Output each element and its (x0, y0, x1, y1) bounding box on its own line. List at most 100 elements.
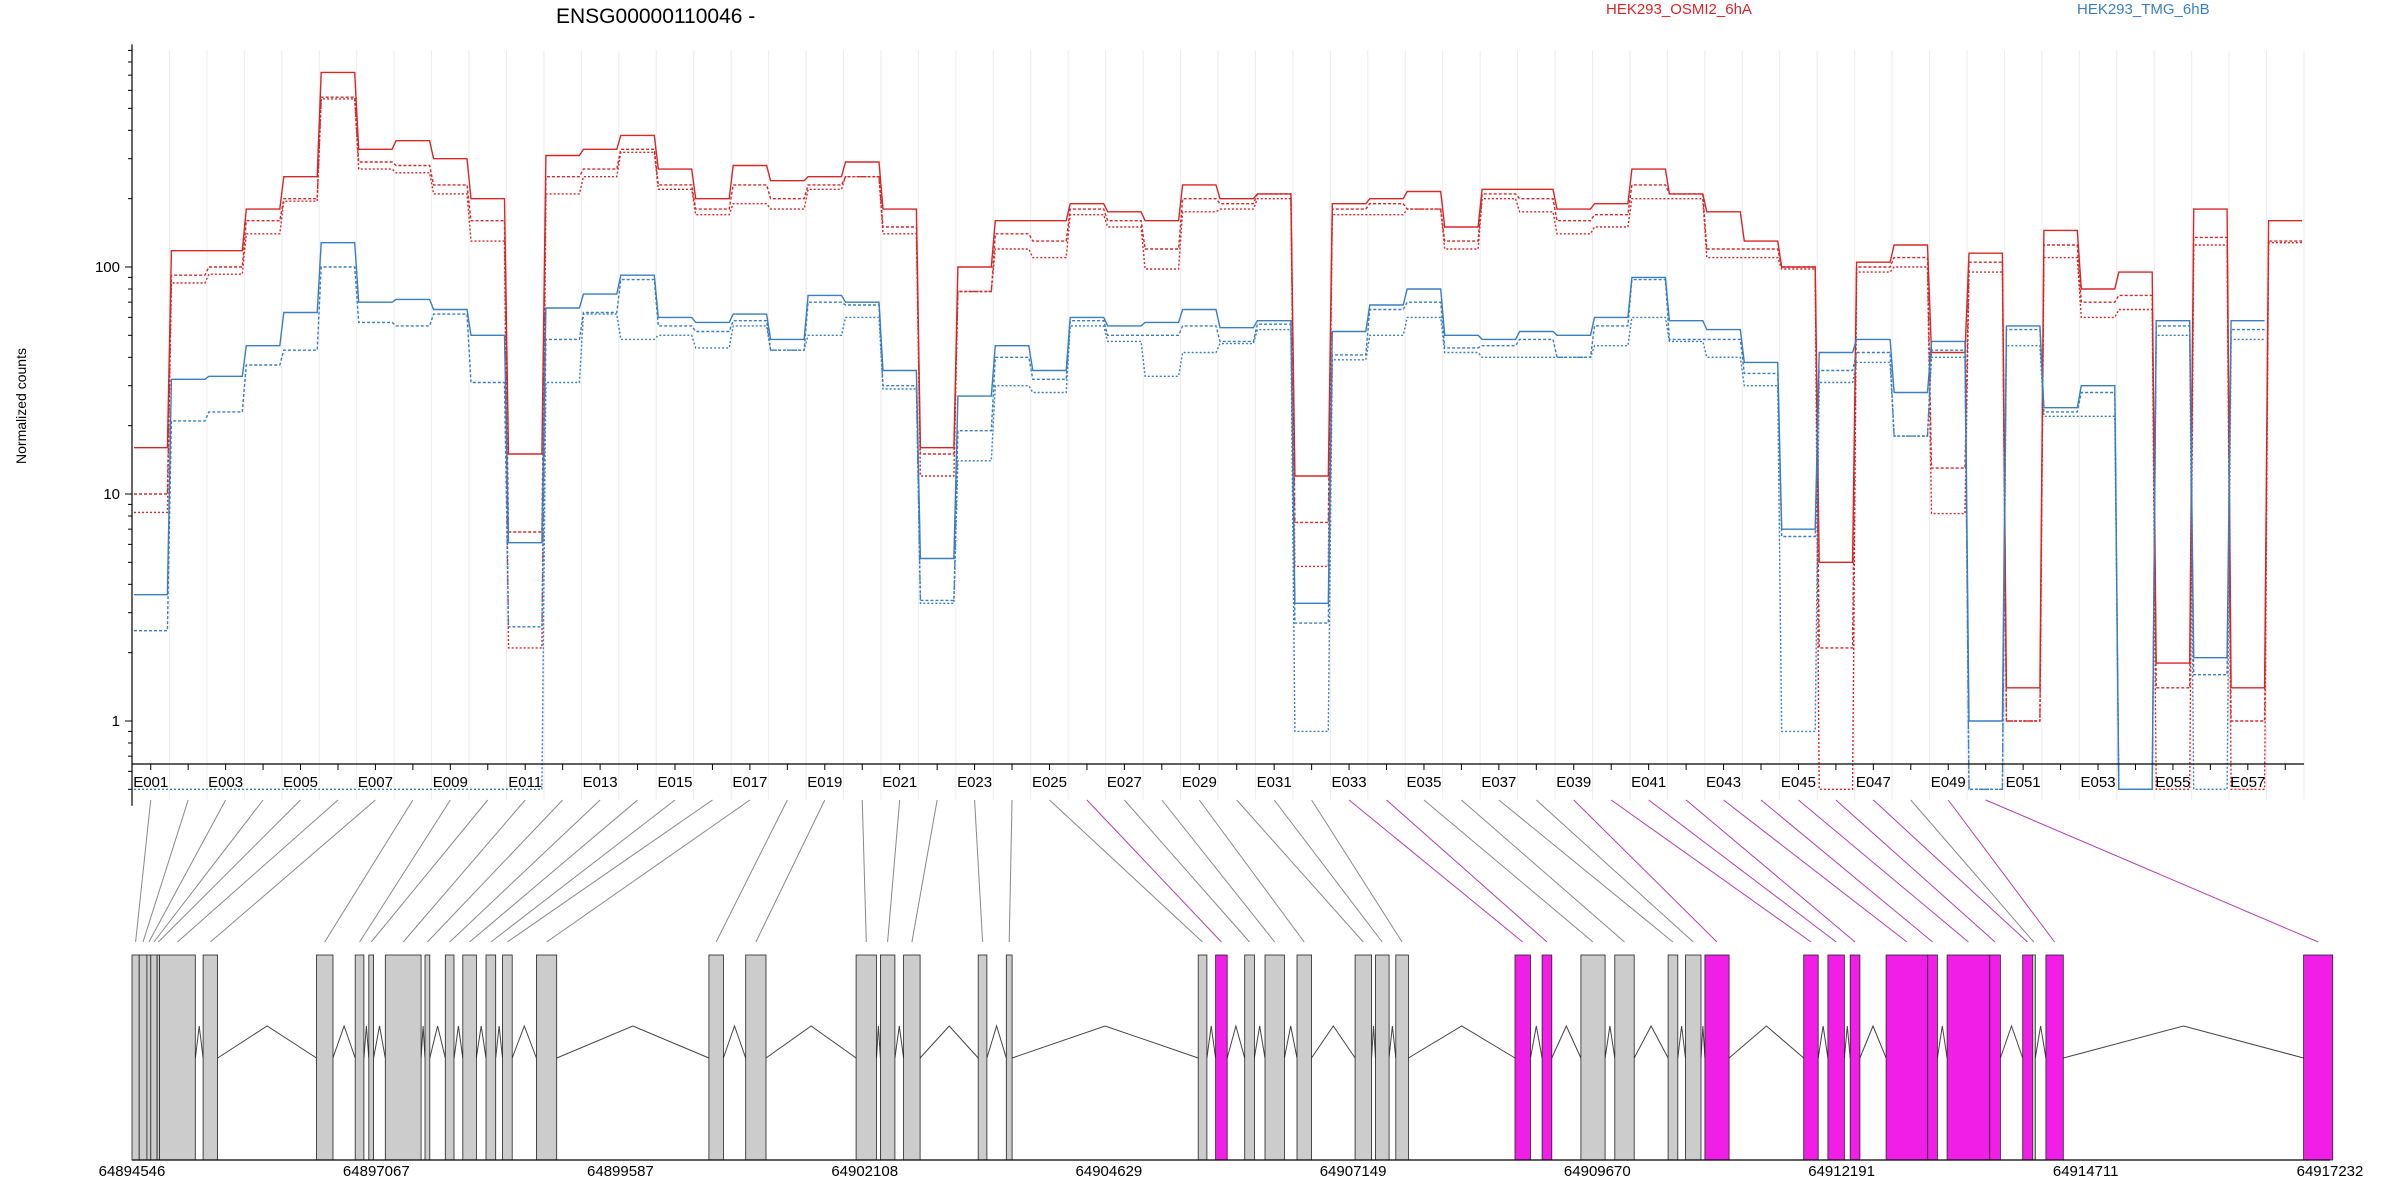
exon-tick-label: E053 (2081, 774, 2116, 791)
exon-connector (324, 799, 414, 943)
intron (1551, 1024, 1582, 1059)
exon-connector (157, 799, 301, 943)
exon-box (855, 954, 877, 1161)
exon-box (1885, 954, 1929, 1161)
exon-tick-label: E035 (1406, 774, 1441, 791)
exon-connector (1423, 799, 1594, 943)
exon-connector (1086, 799, 1222, 943)
exon-tick-label: E027 (1107, 774, 1142, 791)
exon-box (202, 954, 219, 1161)
exon-box (485, 954, 497, 1161)
genomic-tick-label: 64899587 (587, 1163, 654, 1180)
intron (1226, 1024, 1246, 1059)
intron (1283, 1025, 1298, 1059)
exon-box (1375, 954, 1390, 1161)
exon-box (1244, 954, 1255, 1161)
exon-box (354, 954, 365, 1161)
exon-box (880, 954, 896, 1161)
exon-tick-label: E041 (1631, 774, 1666, 791)
exon-connector (1273, 799, 1383, 943)
exon-connector (1573, 799, 1718, 943)
intron (373, 1025, 386, 1059)
exon-box (1685, 954, 1702, 1161)
intron (1936, 1025, 1948, 1059)
exon-connector (507, 799, 713, 943)
exon-connector (1648, 799, 1837, 943)
series-line (134, 313, 2265, 790)
exon-connector (1535, 799, 1694, 943)
exon-connector (210, 799, 376, 943)
genomic-tick-label: 64909670 (1564, 1163, 1631, 1180)
exon-connector (402, 799, 526, 943)
intron (556, 1025, 710, 1059)
exon-connector (1947, 799, 2056, 943)
intron (1371, 1025, 1376, 1059)
exon-box (2303, 954, 2334, 1161)
intron (2034, 1025, 2047, 1059)
intron (1253, 1025, 1266, 1059)
series-line (134, 71, 2302, 689)
exon-connector (861, 799, 867, 943)
exon-connector (1198, 799, 1305, 943)
intron (420, 1025, 426, 1059)
exon-tick-label: E031 (1257, 774, 1292, 791)
exon-tick-label: E043 (1706, 774, 1741, 791)
exon-box (1946, 954, 1991, 1161)
y-tick-label: 100 (95, 259, 120, 276)
exon-box (1927, 954, 1938, 1161)
exon-connector (1348, 799, 1524, 943)
y-axis-label: Normalized counts (13, 348, 29, 464)
exon-box (1580, 954, 1606, 1161)
exon-box (146, 954, 152, 1161)
exon-connector (755, 799, 826, 943)
legend-entry-tmg: HEK293_TMG_6hB (2077, 1, 2210, 18)
exon-tick-label: E039 (1556, 774, 1591, 791)
exon-connector (911, 799, 938, 943)
intron (475, 1025, 487, 1059)
exon-connector (1008, 799, 1013, 943)
series-line (134, 242, 2265, 790)
exon-box (2022, 954, 2033, 1161)
exon-box (1264, 954, 1285, 1161)
intron (1999, 1024, 2024, 1059)
exon-box (2032, 954, 2036, 1161)
intron (722, 1024, 747, 1059)
exon-connector (359, 799, 451, 943)
exon-box (1296, 954, 1312, 1161)
intron (1677, 1025, 1686, 1059)
chart-title: ENSG00000110046 - (556, 5, 755, 28)
y-axis: 1 10 100 (95, 44, 133, 806)
series-line (134, 98, 2302, 790)
exon-box (1514, 954, 1531, 1161)
exon-connector (1798, 799, 1969, 943)
intron (1408, 1025, 1516, 1059)
exon-connector (1124, 799, 1250, 943)
exon-box (159, 954, 196, 1161)
genomic-tick-label: 64912191 (1808, 1163, 1875, 1180)
exon-tick-label: E025 (1032, 774, 1067, 791)
exon-box (1005, 954, 1013, 1161)
intron (332, 1024, 356, 1059)
exon-tick-label: E045 (1781, 774, 1816, 791)
exon-tick-label: E037 (1481, 774, 1516, 791)
exon-connector (490, 799, 676, 943)
exon-box (536, 954, 558, 1161)
exon-box (150, 954, 158, 1161)
exon-box (1614, 954, 1635, 1161)
exon-axis: E001 E003 E005 E007 E009 E011 E013 E015 E017 E019… (132, 763, 2304, 791)
intron (1011, 1025, 1199, 1059)
y-tick-label: 10 (103, 486, 120, 503)
exon-box (1704, 954, 1730, 1161)
exon-box (131, 954, 140, 1161)
exon-box (1395, 954, 1409, 1161)
intron (1700, 1025, 1706, 1059)
intron (429, 1025, 446, 1059)
exon-tick-label: E007 (358, 774, 393, 791)
genomic-tick-label: 64902108 (831, 1163, 898, 1180)
genomic-axis: 64894546 64897067 64899587 64902108 64904629… (99, 1163, 2364, 1180)
exon-connector (1723, 799, 1908, 943)
exon-connector (887, 799, 901, 943)
exon-tick-label: E013 (583, 774, 618, 791)
exon-box (1803, 954, 1819, 1161)
